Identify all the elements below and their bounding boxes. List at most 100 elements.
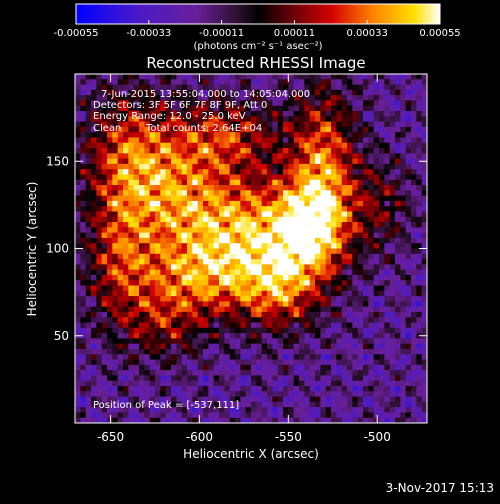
heatmap-cell bbox=[405, 264, 412, 271]
heatmap-cell bbox=[219, 95, 225, 102]
heatmap-cell bbox=[107, 280, 113, 287]
heatmap-cell bbox=[107, 370, 113, 377]
heatmap-cell bbox=[373, 407, 380, 414]
heatmap-cell bbox=[149, 296, 156, 302]
heatmap-cell bbox=[80, 333, 87, 339]
heatmap-cell bbox=[160, 322, 167, 329]
heatmap-cell bbox=[395, 89, 401, 96]
heatmap-cell bbox=[395, 227, 401, 234]
heatmap-cell bbox=[176, 142, 183, 149]
heatmap-cell bbox=[123, 227, 129, 234]
heatmap-cell bbox=[309, 306, 316, 313]
heatmap-cell bbox=[277, 190, 284, 197]
heatmap-cell bbox=[368, 248, 375, 255]
heatmap-cell bbox=[235, 153, 241, 160]
heatmap-cell bbox=[347, 95, 353, 102]
heatmap-cell bbox=[416, 222, 423, 228]
heatmap-cell bbox=[395, 296, 401, 302]
heatmap-cell bbox=[320, 200, 327, 207]
heatmap-cell bbox=[229, 211, 236, 218]
heatmap-cell bbox=[101, 121, 108, 128]
heatmap-cell bbox=[299, 243, 305, 250]
heatmap-cell bbox=[336, 290, 343, 297]
heatmap-cell bbox=[320, 412, 327, 419]
heatmap-cell bbox=[416, 227, 423, 234]
heatmap-cell bbox=[208, 216, 215, 223]
heatmap-cell bbox=[224, 121, 231, 128]
heatmap-cell bbox=[272, 280, 279, 287]
heatmap-cell bbox=[325, 190, 332, 197]
heatmap-cell bbox=[320, 301, 327, 308]
heatmap-cell bbox=[101, 359, 108, 366]
heatmap-cell bbox=[352, 132, 359, 139]
heatmap-cell bbox=[181, 375, 188, 382]
heatmap-cell bbox=[213, 153, 220, 160]
heatmap-cell bbox=[363, 169, 369, 176]
heatmap-cell bbox=[277, 185, 284, 191]
heatmap-cell bbox=[219, 74, 225, 80]
heatmap-cell bbox=[123, 396, 129, 403]
heatmap-cell bbox=[224, 95, 231, 102]
heatmap-cell bbox=[325, 343, 332, 350]
heatmap-cell bbox=[229, 348, 236, 355]
heatmap-cell bbox=[411, 296, 417, 302]
heatmap-cell bbox=[315, 163, 321, 170]
heatmap-cell bbox=[256, 95, 263, 102]
heatmap-cell bbox=[80, 306, 87, 313]
heatmap-cell bbox=[187, 385, 193, 392]
heatmap-cell bbox=[421, 290, 427, 297]
heatmap-cell bbox=[293, 158, 300, 165]
heatmap-cell bbox=[347, 153, 353, 160]
chart-title: Reconstructed RHESSI Image bbox=[146, 54, 365, 72]
heatmap-cell bbox=[299, 290, 305, 297]
heatmap-cell bbox=[85, 417, 92, 423]
heatmap-cell bbox=[155, 195, 161, 202]
heatmap-cell bbox=[155, 169, 161, 176]
heatmap-cell bbox=[336, 375, 343, 382]
heatmap-cell bbox=[107, 253, 113, 260]
heatmap-cell bbox=[389, 153, 396, 160]
heatmap-cell bbox=[85, 306, 92, 313]
heatmap-cell bbox=[133, 137, 140, 144]
heatmap-cell bbox=[288, 95, 295, 102]
heatmap-cell bbox=[224, 343, 231, 350]
heatmap-cell bbox=[133, 364, 140, 371]
heatmap-cell bbox=[357, 243, 364, 250]
heatmap-cell bbox=[416, 74, 423, 80]
heatmap-cell bbox=[299, 169, 305, 176]
heatmap-cell bbox=[75, 375, 81, 382]
heatmap-cell bbox=[368, 243, 375, 250]
heatmap-cell bbox=[219, 311, 225, 318]
heatmap-cell bbox=[213, 322, 220, 329]
heatmap-cell bbox=[144, 396, 151, 403]
heatmap-cell bbox=[235, 216, 241, 223]
heatmap-cell bbox=[320, 142, 327, 149]
heatmap-cell bbox=[91, 111, 97, 117]
heatmap-cell bbox=[128, 84, 135, 91]
heatmap-cell bbox=[128, 385, 135, 392]
heatmap-cell bbox=[261, 407, 268, 414]
heatmap-cell bbox=[208, 280, 215, 287]
heatmap-cell bbox=[96, 396, 103, 403]
heatmap-cell bbox=[80, 296, 87, 302]
heatmap-cell bbox=[240, 222, 247, 228]
heatmap-cell bbox=[283, 301, 289, 308]
heatmap-cell bbox=[144, 100, 151, 107]
heatmap-cell bbox=[155, 116, 161, 123]
heatmap-cell bbox=[299, 253, 305, 260]
heatmap-cell bbox=[208, 105, 215, 112]
heatmap-cell bbox=[395, 417, 401, 423]
heatmap-cell bbox=[219, 380, 225, 387]
heatmap-cell bbox=[107, 137, 113, 144]
heatmap-cell bbox=[181, 95, 188, 102]
heatmap-cell bbox=[219, 391, 225, 398]
heatmap-cell bbox=[91, 285, 97, 292]
heatmap-cell bbox=[155, 274, 161, 281]
heatmap-cell bbox=[203, 237, 209, 244]
heatmap-cell bbox=[341, 380, 348, 387]
heatmap-cell bbox=[171, 79, 177, 86]
heatmap-cell bbox=[299, 359, 305, 366]
heatmap-cell bbox=[165, 89, 172, 96]
heatmap-cell bbox=[171, 132, 177, 139]
heatmap-cell bbox=[389, 364, 396, 371]
